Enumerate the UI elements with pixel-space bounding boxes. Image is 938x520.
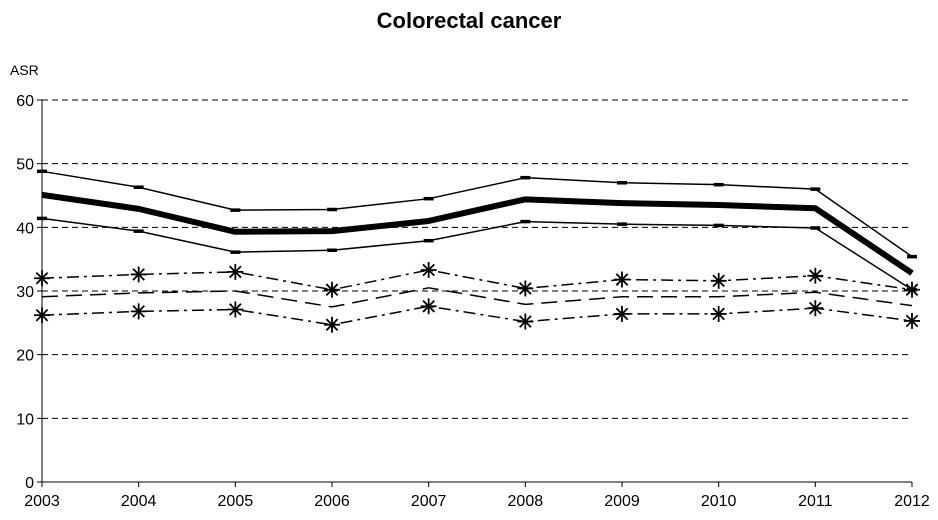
x-tick-label: 2008 [508,493,544,510]
data-point [420,261,437,278]
y-tick-label: 0 [25,475,34,492]
series-line-long-dash [41,287,913,308]
x-tick-label: 2005 [218,493,254,510]
data-point [904,312,920,329]
series-line-thin-solid-upper [41,170,913,258]
y-tick-label: 20 [16,348,34,365]
data-point [517,280,534,297]
data-point [807,267,824,284]
y-tick-label: 30 [16,284,34,301]
x-tick-label: 2011 [798,493,833,510]
x-tick-label: 2009 [604,493,640,510]
y-tick-label: 40 [16,220,34,237]
data-point [904,281,920,298]
x-tick-label: 2004 [121,493,157,510]
data-point [324,281,340,298]
y-tick-label: 60 [16,93,34,110]
x-tick-label: 2006 [314,493,350,510]
data-point [34,307,50,324]
y-tick-label: 50 [16,157,34,174]
data-point [420,298,437,315]
data-point [130,303,147,320]
data-point [227,301,244,318]
x-tick-label: 2003 [24,493,60,510]
data-point [614,271,630,288]
data-point [130,266,147,283]
series-line-thick-solid [41,191,914,276]
x-tick-label: 2010 [701,493,737,510]
data-point [517,313,534,330]
x-tick-label: 2007 [411,493,447,510]
chart-title: Colorectal cancer [376,8,562,33]
y-axis-label: ASR [10,62,39,78]
series-line-dash-dot-star-lower [41,305,913,326]
series-line-thin-solid-lower [41,217,913,291]
data-point [227,263,244,280]
x-tick-label: 2012 [894,493,930,510]
data-point [710,272,727,289]
data-point [614,305,630,322]
series-line-dash-dot-star-upper [41,269,913,291]
data-point [807,300,824,317]
data-point [34,270,50,287]
y-tick-label: 10 [16,411,34,428]
data-point [324,316,340,333]
data-point [710,305,727,322]
